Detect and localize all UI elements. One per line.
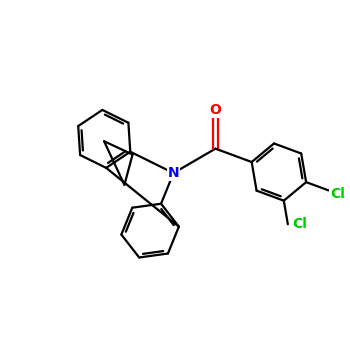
Text: N: N [168, 166, 179, 180]
Text: Cl: Cl [292, 217, 307, 231]
Text: Cl: Cl [330, 187, 345, 201]
Text: O: O [210, 103, 222, 117]
